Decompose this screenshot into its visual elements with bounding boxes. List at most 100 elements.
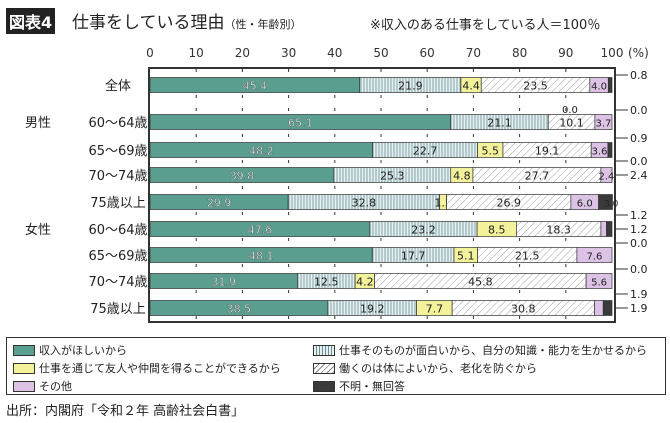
bar-unknown xyxy=(606,221,613,237)
data-label: 22.7 xyxy=(413,145,438,158)
group-label-female: 女性 xyxy=(25,222,51,238)
legend-swatch xyxy=(13,362,35,374)
outer-data-label: 0.8 xyxy=(630,69,648,82)
data-label: 25.3 xyxy=(380,170,405,183)
data-label: 47.6 xyxy=(248,224,273,237)
category-label: 65〜69歳 xyxy=(88,249,147,264)
data-label: 5.5 xyxy=(482,145,500,158)
legend-item-income: 収入がほしいから xyxy=(13,342,127,358)
data-label: 12.5 xyxy=(314,276,339,289)
data-label: 21.9 xyxy=(398,80,423,93)
figure-label: 図表4 xyxy=(6,8,56,34)
data-label: 45.4 xyxy=(243,80,268,93)
legend: 収入がほしいから 仕事そのものが面白いから、自分の知識・能力を生かせるから仕事を通… xyxy=(6,337,666,395)
data-label: 48.2 xyxy=(249,145,274,158)
bar-other xyxy=(594,300,604,316)
data-label: 26.9 xyxy=(496,197,521,210)
data-label: 4.2 xyxy=(356,276,374,289)
source-note: 出所：内閣府「令和２年 高齢社会白書」 xyxy=(6,404,245,419)
x-tick-label: 100 xyxy=(601,46,624,60)
category-label: 全体 xyxy=(105,78,131,94)
outer-data-label: 1.2 xyxy=(630,209,648,222)
data-label: 4.8 xyxy=(453,170,471,183)
bar-other xyxy=(585,273,613,289)
legend-item-unknown: 不明・無回答 xyxy=(313,378,405,394)
data-label: 30.8 xyxy=(511,303,536,316)
bar-unknown xyxy=(598,194,613,210)
legend-item-interesting: 仕事そのものが面白いから、自分の知識・能力を生かせるから xyxy=(313,342,647,358)
category-label: 65〜69歳 xyxy=(88,144,147,159)
data-label: 5.1 xyxy=(457,250,475,263)
data-label: 48.1 xyxy=(249,250,274,263)
x-tick-label: 90 xyxy=(558,46,573,60)
outer-data-label: 1.9 xyxy=(630,288,648,301)
x-tick-label: 50 xyxy=(373,46,388,60)
outer-data-label: 0.9 xyxy=(630,132,648,145)
group-label-male: 男性 xyxy=(25,116,51,131)
data-label: 3.6 xyxy=(592,147,608,158)
data-label: 32.8 xyxy=(352,197,377,210)
bar-unknown xyxy=(602,300,613,316)
unit-label: (%) xyxy=(628,46,649,60)
x-tick-label: 40 xyxy=(327,46,342,60)
data-label: 65.1 xyxy=(288,117,313,130)
stacked-bar-chart: 0 10 20 30 40 50 60 70 80 90 100 (%) 全体 45.4 21.9 4.4 23… xyxy=(25,46,649,323)
data-label: 7.6 xyxy=(586,252,602,263)
data-label: 8.5 xyxy=(488,224,506,237)
legend-label: その他 xyxy=(39,380,72,393)
data-label: 21.1 xyxy=(487,117,512,130)
category-label: 60〜64歳 xyxy=(88,223,147,238)
x-tick-label: 20 xyxy=(235,46,250,60)
data-label: 6.0 xyxy=(577,199,593,210)
legend-item-other: その他 xyxy=(13,378,72,394)
data-label: 23.5 xyxy=(523,80,548,93)
data-label: 31.9 xyxy=(211,276,236,289)
category-label: 75歳以上 xyxy=(90,302,146,317)
x-tick-label: 10 xyxy=(189,46,204,60)
data-label: 2.4 xyxy=(599,172,615,183)
data-label: 19.1 xyxy=(535,145,560,158)
chart-subtitle: （性・年齢別） xyxy=(224,18,302,31)
data-label: 23.2 xyxy=(411,224,436,237)
chart-note: ※収入のある仕事をしている人＝100％ xyxy=(370,18,601,33)
category-label: 60〜64歳 xyxy=(88,116,147,131)
legend-label: 働くのは体によいから、老化を防ぐから xyxy=(339,362,537,375)
outer-data-label: 0.0 xyxy=(630,237,648,250)
legend-item-friends: 仕事を通じて友人や仲間を得ることができるから xyxy=(13,360,281,376)
data-label: 17.7 xyxy=(401,250,426,263)
x-tick-label: 30 xyxy=(281,46,296,60)
data-label: 3.0 xyxy=(604,200,619,210)
legend-item-health: 働くのは体によいから、老化を防ぐから xyxy=(313,360,537,376)
data-label: 39.8 xyxy=(230,170,255,183)
legend-label: 仕事そのものが面白いから、自分の知識・能力を生かせるから xyxy=(339,344,647,357)
data-label: 10.1 xyxy=(559,117,584,130)
legend-swatch xyxy=(313,380,335,392)
legend-label: 仕事を通じて友人や仲間を得ることができるから xyxy=(39,362,281,375)
data-label: 3.7 xyxy=(595,119,611,130)
bar-other xyxy=(594,114,613,130)
outer-data-label: 0.0 xyxy=(630,155,648,168)
data-label: 45.8 xyxy=(468,276,493,289)
legend-swatch xyxy=(13,344,35,356)
data-label: 5.6 xyxy=(591,278,607,289)
outer-data-label: 0.0 xyxy=(630,104,648,117)
x-tick-label: 60 xyxy=(420,46,435,60)
category-label: 70〜74歳 xyxy=(88,169,147,184)
category-label: 75歳以上 xyxy=(90,196,146,211)
data-label: 29.9 xyxy=(207,197,232,210)
data-label: 4.0 xyxy=(591,82,607,93)
bar-other xyxy=(600,167,613,183)
x-tick-label: 0 xyxy=(146,46,154,60)
legend-swatch xyxy=(313,344,335,356)
x-tick-label: 70 xyxy=(466,46,481,60)
data-label: 27.7 xyxy=(525,170,550,183)
outer-data-label: 0.0 xyxy=(630,263,648,276)
legend-label: 不明・無回答 xyxy=(339,380,405,393)
data-label: 18.3 xyxy=(546,224,571,237)
bar-unknown xyxy=(607,77,613,93)
category-label: 70〜74歳 xyxy=(88,275,147,290)
chart-title: 仕事をしている理由 xyxy=(72,13,225,33)
outer-data-label: 2.4 xyxy=(630,169,648,182)
legend-label: 収入がほしいから xyxy=(39,344,127,357)
